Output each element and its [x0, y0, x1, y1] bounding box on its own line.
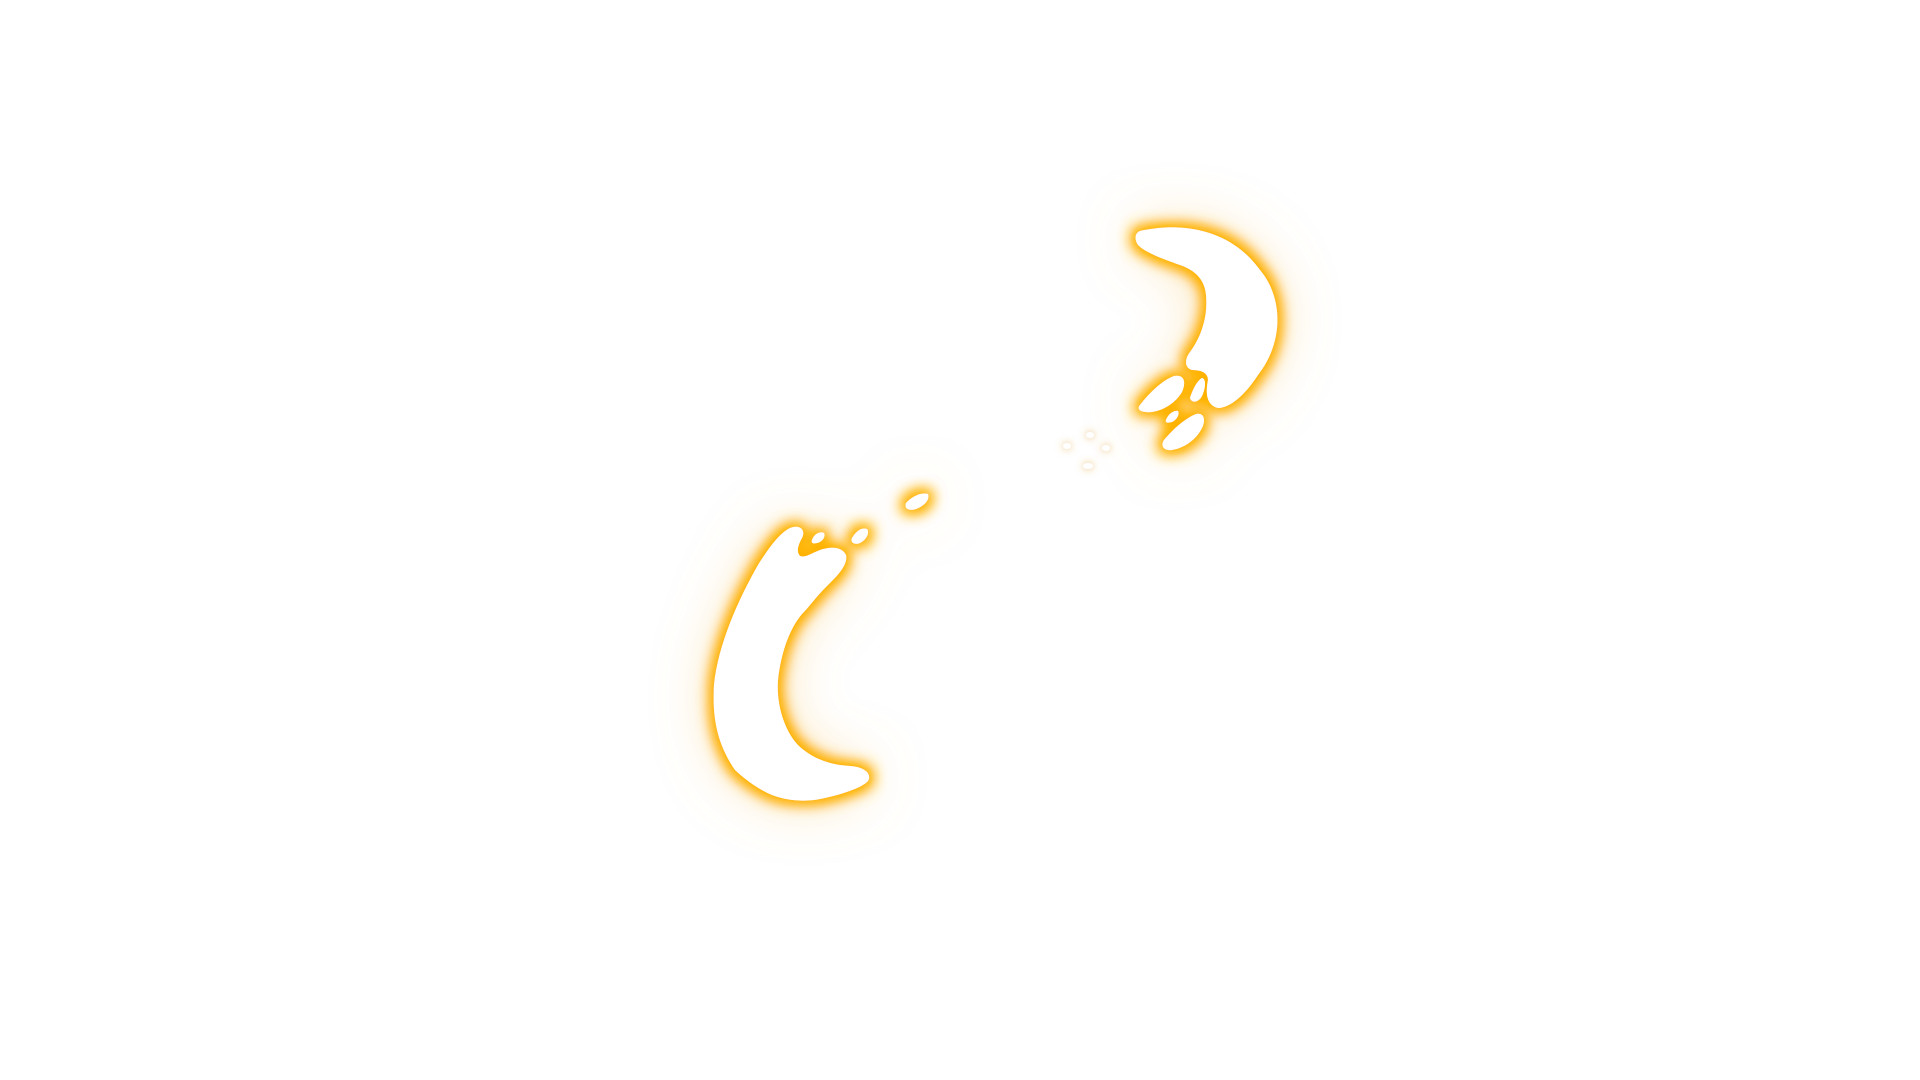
- glowing-droplets: [1063, 432, 1110, 469]
- glowing-crescent-upper-right: [1135, 227, 1278, 451]
- glowing-crescent-lower-left: [713, 493, 929, 801]
